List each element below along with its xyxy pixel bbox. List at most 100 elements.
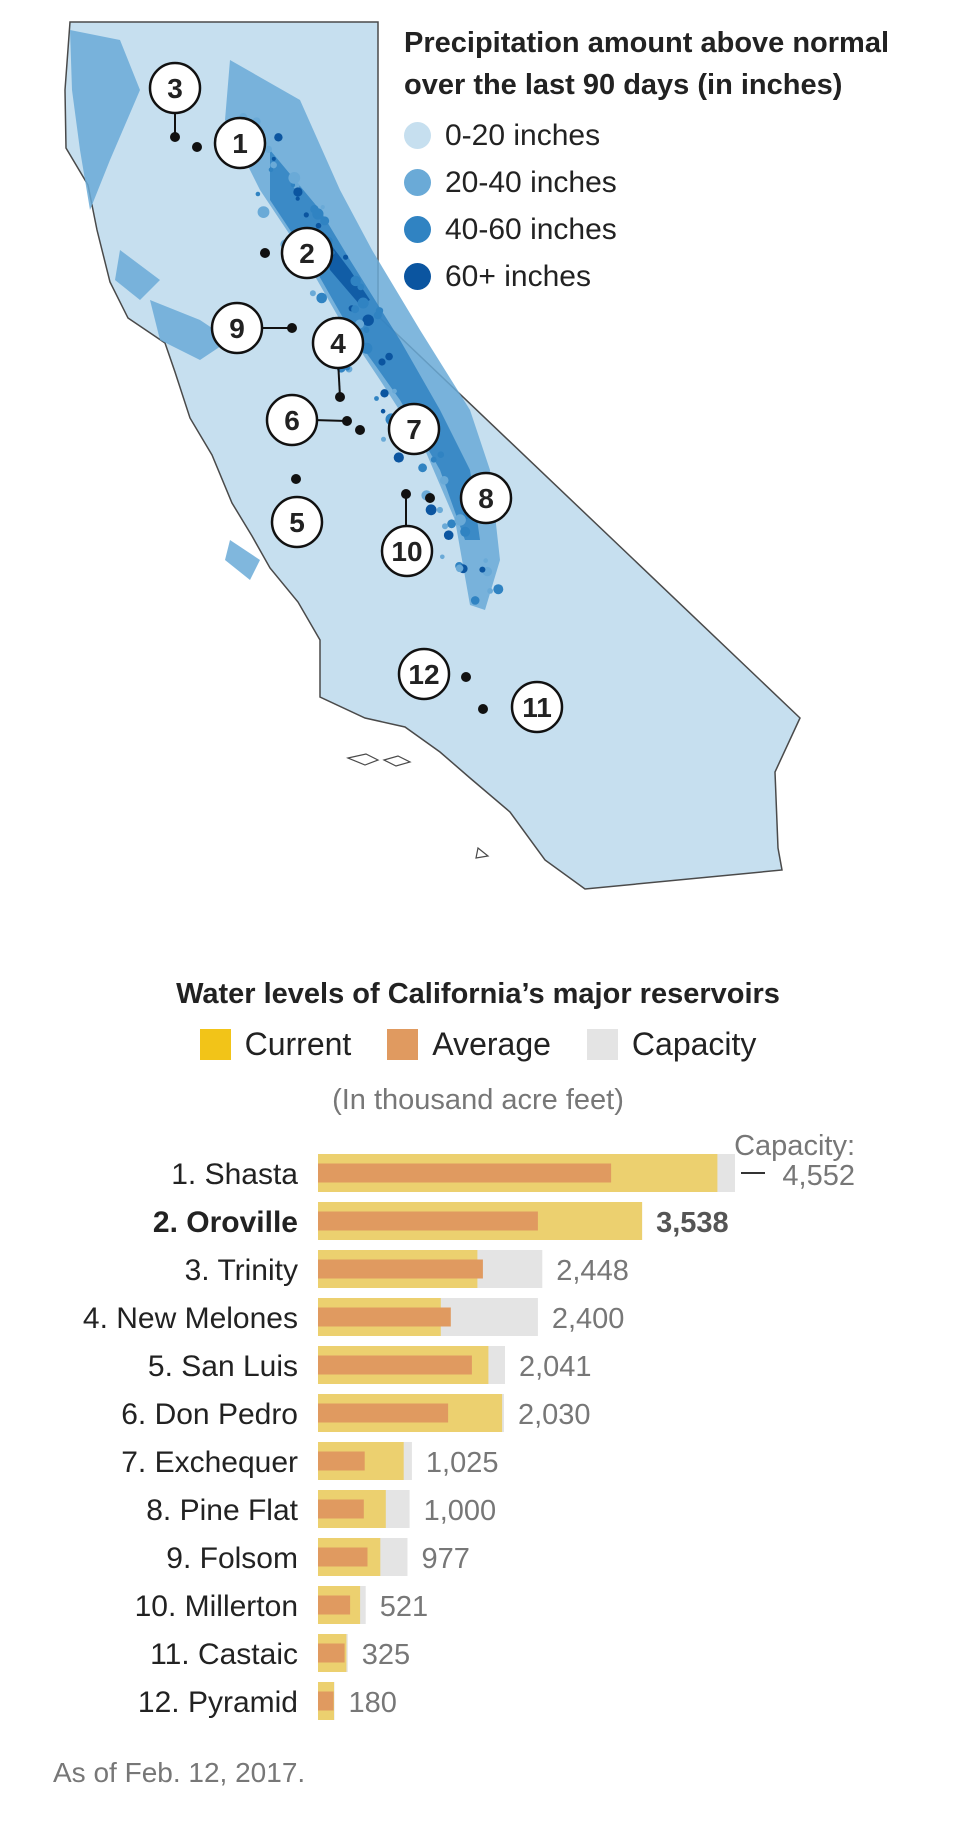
- marker-dot: [425, 493, 435, 503]
- marker-number: 11: [522, 692, 552, 723]
- precipitation-dot: [315, 222, 322, 229]
- capacity-value-label: 2,041: [519, 1351, 592, 1383]
- marker-circle: [280, 226, 334, 280]
- average-bar: [318, 1259, 483, 1279]
- precipitation-dot: [363, 327, 370, 333]
- map-legend-item: 60+ inches: [404, 253, 944, 300]
- reservoir-label: 5. San Luis: [148, 1350, 298, 1383]
- map-legend-item: 20-40 inches: [404, 159, 944, 206]
- marker-dot: [192, 142, 202, 152]
- map-legend-label: 20-40 inches: [445, 165, 617, 199]
- precipitation-dot: [439, 476, 449, 485]
- precipitation-dot: [343, 254, 349, 260]
- map-legend-item: 0-20 inches: [404, 112, 944, 159]
- average-bar: [318, 1499, 364, 1519]
- map-legend-label: 40-60 inches: [445, 212, 617, 246]
- legend-capacity: Capacity: [586, 1026, 756, 1063]
- marker-number: 5: [289, 507, 305, 538]
- reservoir-marker-1: 1: [192, 116, 267, 170]
- map-legend-swatch: [404, 122, 431, 149]
- average-bar: [318, 1163, 612, 1183]
- average-bar: [318, 1595, 351, 1615]
- legend-capacity-swatch: [586, 1029, 618, 1060]
- reservoir-row: 9. Folsom 977: [166, 1538, 470, 1576]
- precipitation-dot: [303, 212, 309, 218]
- channel-island: [346, 753, 380, 766]
- legend-current-label: Current: [244, 1026, 352, 1062]
- precipitation-dot: [442, 523, 448, 530]
- marker-circle: [380, 524, 434, 578]
- capacity-value-label: 4,552: [782, 1160, 855, 1192]
- precipitation-dot: [418, 463, 427, 473]
- reservoir-marker-7: 7: [355, 402, 441, 456]
- reservoir-row: 3. Trinity 2,448: [185, 1250, 629, 1288]
- precipitation-dot: [295, 196, 300, 201]
- marker-number: 6: [284, 405, 300, 436]
- chart-legend: Current Average Capacity: [0, 1026, 956, 1063]
- map-legend-swatch: [404, 216, 431, 243]
- precipitation-dot: [455, 564, 464, 573]
- precipitation-dot: [378, 358, 386, 366]
- average-bar: [318, 1211, 538, 1231]
- reservoir-marker-8: 8: [425, 471, 513, 525]
- marker-dot: [461, 672, 471, 682]
- capacity-note: Capacity:: [734, 1130, 855, 1162]
- precipitation-dot: [362, 314, 374, 326]
- capacity-value-label: 1,025: [426, 1447, 499, 1479]
- precipitation-dot: [320, 205, 325, 210]
- precipitation-dot: [293, 187, 303, 197]
- marker-circle: [210, 301, 264, 355]
- reservoir-row: 4. New Melones 2,400: [83, 1298, 624, 1336]
- reservoir-row: 12. Pyramid 180: [138, 1682, 397, 1720]
- average-bar: [318, 1691, 334, 1711]
- reservoir-row: 5. San Luis 2,041: [148, 1346, 592, 1384]
- chart-title: Water levels of California’s major reser…: [176, 978, 780, 1010]
- precipitation-dot: [437, 451, 445, 459]
- average-bar: [318, 1403, 449, 1423]
- precipitation-patch: [150, 300, 230, 360]
- capacity-value-label: 2,448: [556, 1255, 629, 1287]
- average-bar: [318, 1307, 451, 1327]
- marker-dot: [335, 392, 345, 402]
- reservoir-row: 10. Millerton 521: [135, 1586, 428, 1624]
- precipitation-dot: [350, 275, 361, 287]
- marker-number: 2: [299, 238, 315, 269]
- map-legend-swatch: [404, 169, 431, 196]
- reservoir-label: 9. Folsom: [166, 1542, 298, 1575]
- precipitation-dot: [443, 530, 454, 540]
- capacity-value-label: 2,030: [518, 1399, 591, 1431]
- reservoir-row: 11. Castaic 325: [150, 1634, 410, 1672]
- marker-number: 3: [167, 73, 183, 104]
- channel-island: [382, 755, 412, 767]
- precipitation-dot: [430, 456, 437, 463]
- precipitation-patch: [225, 540, 260, 580]
- marker-circle: [387, 402, 441, 456]
- precipitation-dot: [288, 172, 301, 184]
- precipitation-dot: [312, 208, 324, 220]
- precipitation-dot: [479, 566, 486, 573]
- precipitation-dot: [290, 183, 296, 188]
- reservoir-label: 11. Castaic: [150, 1638, 298, 1671]
- precipitation-dot: [381, 436, 386, 442]
- marker-dot: [478, 704, 488, 714]
- marker-circle: [510, 680, 564, 734]
- precipitation-patch: [115, 250, 160, 300]
- precipitation-dot: [316, 292, 328, 304]
- channel-island: [475, 846, 490, 859]
- precipitation-dot: [470, 596, 480, 605]
- marker-number: 1: [232, 128, 248, 159]
- precipitation-patch: [70, 30, 140, 210]
- reservoir-row: 8. Pine Flat 1,000: [146, 1490, 496, 1528]
- precipitation-dot: [385, 352, 393, 361]
- precipitation-dot: [351, 305, 360, 314]
- reservoir-label: 8. Pine Flat: [146, 1494, 298, 1527]
- capacity-value-label: 1,000: [424, 1495, 497, 1527]
- precipitation-dot: [440, 554, 445, 560]
- reservoir-label: 1. Shasta: [171, 1158, 298, 1191]
- legend-current-swatch: [199, 1029, 231, 1060]
- reservoir-label: 6. Don Pedro: [121, 1398, 298, 1431]
- reservoir-label: 2. Oroville: [153, 1206, 298, 1239]
